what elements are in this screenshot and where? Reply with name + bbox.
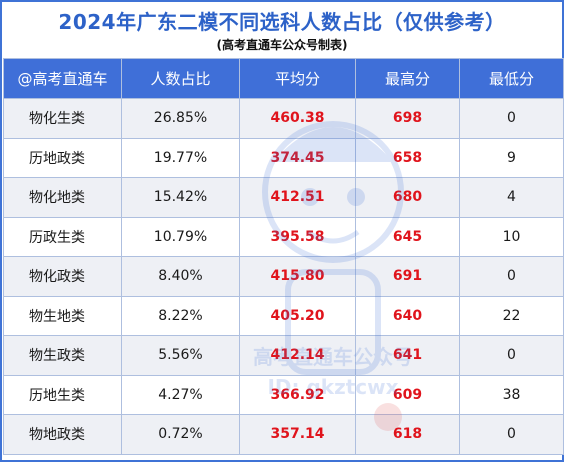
average-cell: 374.45: [239, 137, 356, 178]
min-cell: 38: [459, 374, 564, 415]
max-cell: 609: [355, 374, 460, 415]
subject-cell: 历政生类: [3, 216, 122, 257]
subject-cell: 物生地类: [3, 295, 122, 336]
min-cell: 0: [459, 414, 564, 455]
subject-cell: 物生政类: [3, 335, 122, 376]
max-cell: 618: [355, 414, 460, 455]
min-cell: 9: [459, 137, 564, 178]
max-cell: 691: [355, 256, 460, 297]
max-cell: 645: [355, 216, 460, 257]
average-cell: 415.80: [239, 256, 356, 297]
min-cell: 4: [459, 177, 564, 218]
max-cell: 658: [355, 137, 460, 178]
max-cell: 641: [355, 335, 460, 376]
table-row: 物生地类 8.22% 405.20 640 22: [3, 295, 564, 336]
ratio-cell: 26.85%: [121, 98, 240, 139]
score-table: @高考直通车 人数占比 平均分 最高分 最低分 物化生类 26.85% 460.…: [3, 58, 564, 455]
average-cell: 405.20: [239, 295, 356, 336]
ratio-cell: 8.40%: [121, 256, 240, 297]
table-row: 物地政类 0.72% 357.14 618 0: [3, 414, 564, 455]
table-row: 物化政类 8.40% 415.80 691 0: [3, 256, 564, 297]
table-row: 历地政类 19.77% 374.45 658 9: [3, 137, 564, 178]
max-cell: 698: [355, 98, 460, 139]
table-row: 物化地类 15.42% 412.51 680 4: [3, 177, 564, 218]
ratio-cell: 15.42%: [121, 177, 240, 218]
min-cell: 0: [459, 256, 564, 297]
table-row: 物化生类 26.85% 460.38 698 0: [3, 98, 564, 139]
header-min: 最低分: [459, 58, 564, 99]
subject-cell: 历地政类: [3, 137, 122, 178]
ratio-cell: 19.77%: [121, 137, 240, 178]
table-header-row: @高考直通车 人数占比 平均分 最高分 最低分: [3, 58, 564, 99]
min-cell: 0: [459, 98, 564, 139]
table-row: 历政生类 10.79% 395.58 645 10: [3, 216, 564, 257]
header-subject: @高考直通车: [3, 58, 122, 99]
average-cell: 412.51: [239, 177, 356, 218]
average-cell: 412.14: [239, 335, 356, 376]
subject-cell: 历地生类: [3, 374, 122, 415]
page-title: 2024年广东二模不同选科人数占比（仅供参考）: [58, 10, 506, 34]
average-cell: 366.92: [239, 374, 356, 415]
subject-cell: 物化政类: [3, 256, 122, 297]
ratio-cell: 5.56%: [121, 335, 240, 376]
subject-cell: 物化地类: [3, 177, 122, 218]
table-row: 物生政类 5.56% 412.14 641 0: [3, 335, 564, 376]
min-cell: 0: [459, 335, 564, 376]
min-cell: 10: [459, 216, 564, 257]
average-cell: 460.38: [239, 98, 356, 139]
subject-cell: 物地政类: [3, 414, 122, 455]
ratio-cell: 0.72%: [121, 414, 240, 455]
average-cell: 357.14: [239, 414, 356, 455]
header-ratio: 人数占比: [121, 58, 240, 99]
page-subtitle: (高考直通车公众号制表): [216, 38, 348, 52]
max-cell: 680: [355, 177, 460, 218]
ratio-cell: 4.27%: [121, 374, 240, 415]
average-cell: 395.58: [239, 216, 356, 257]
ratio-cell: 8.22%: [121, 295, 240, 336]
subject-cell: 物化生类: [3, 98, 122, 139]
min-cell: 22: [459, 295, 564, 336]
header-average: 平均分: [239, 58, 356, 99]
max-cell: 640: [355, 295, 460, 336]
ratio-cell: 10.79%: [121, 216, 240, 257]
table-row: 历地生类 4.27% 366.92 609 38: [3, 374, 564, 415]
header-max: 最高分: [355, 58, 460, 99]
